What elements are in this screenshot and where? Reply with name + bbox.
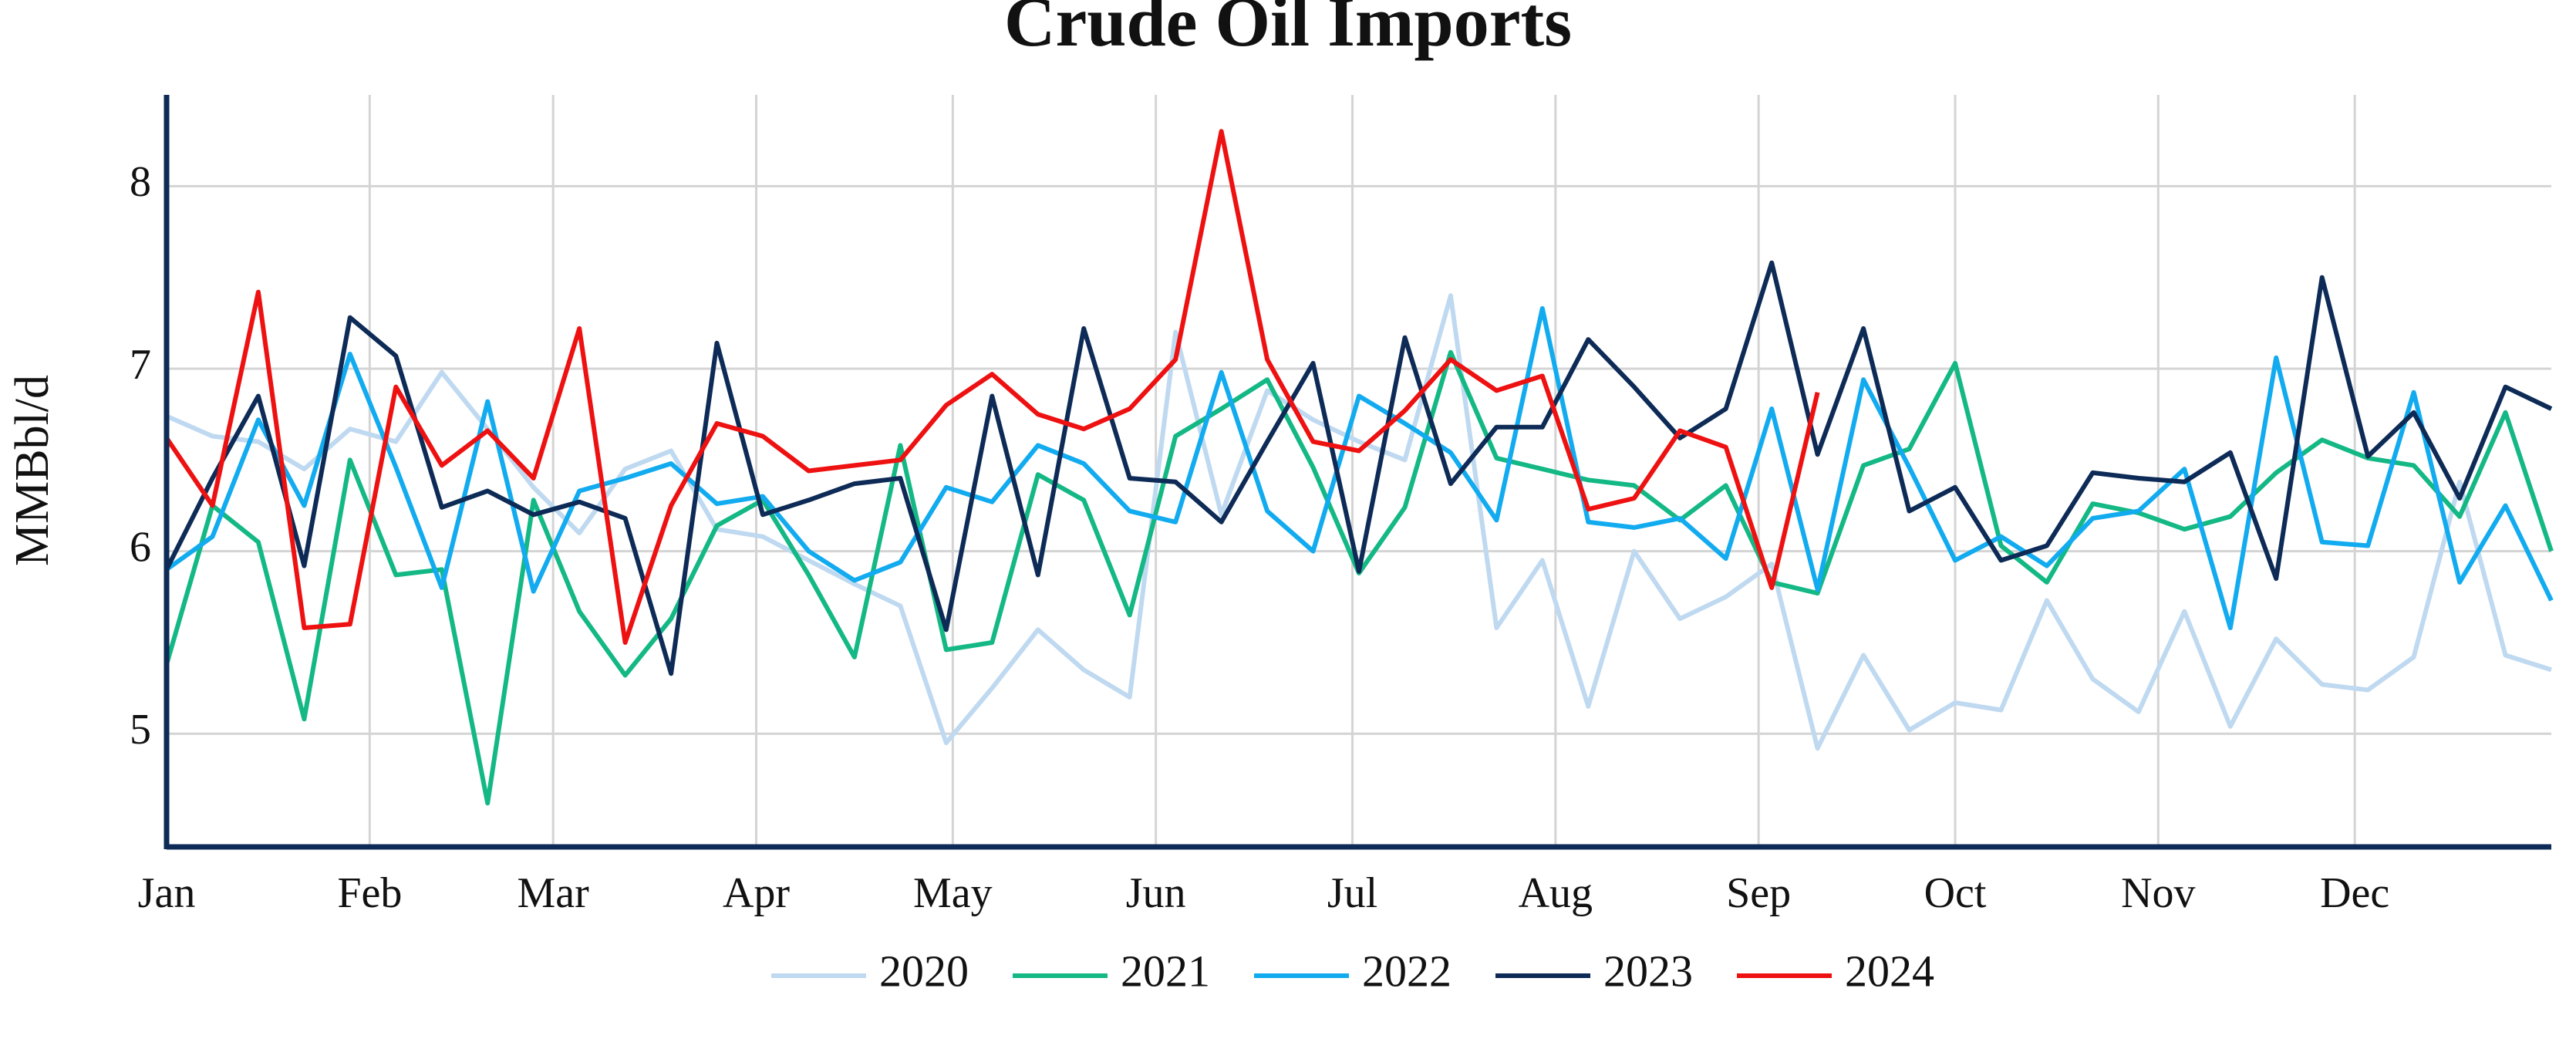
series-line bbox=[164, 349, 2554, 806]
x-tick-label: Jan bbox=[138, 869, 196, 917]
y-tick-label: 6 bbox=[130, 523, 151, 571]
x-tick-label: Mar bbox=[518, 869, 590, 917]
legend-label: 2021 bbox=[1121, 946, 1210, 996]
series-line bbox=[165, 305, 2554, 630]
series-line bbox=[165, 293, 2552, 751]
y-tick-label: 8 bbox=[130, 158, 151, 206]
y-axis-label: MMBbl/d bbox=[6, 375, 59, 566]
x-tick-label: Jun bbox=[1126, 869, 1186, 917]
chart-title: Crude Oil Imports bbox=[1004, 0, 1572, 61]
y-tick-label: 7 bbox=[130, 341, 151, 389]
x-tick-label: Aug bbox=[1519, 869, 1593, 917]
x-tick-label: Dec bbox=[2320, 869, 2389, 917]
x-tick-label: Apr bbox=[723, 869, 790, 917]
x-tick-label: Nov bbox=[2121, 869, 2195, 917]
legend-label: 2022 bbox=[1362, 946, 1452, 996]
legend-label: 2024 bbox=[1845, 946, 1934, 996]
x-tick-label: Oct bbox=[1924, 869, 1987, 917]
series-line bbox=[164, 129, 1820, 645]
x-tick-label: Feb bbox=[337, 869, 402, 917]
x-tick-label: Jul bbox=[1327, 869, 1377, 917]
x-tick-label: May bbox=[913, 869, 993, 917]
legend-label: 2023 bbox=[1603, 946, 1693, 996]
x-tick-label: Sep bbox=[1726, 869, 1791, 917]
legend-label: 2020 bbox=[879, 946, 969, 996]
series-line bbox=[164, 260, 2553, 676]
y-tick-label: 5 bbox=[130, 706, 151, 754]
